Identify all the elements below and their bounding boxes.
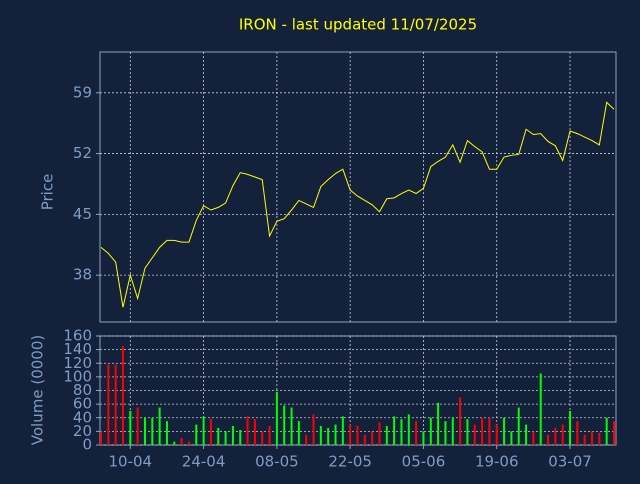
x-tick-label: 05-06 [402, 453, 446, 471]
volume-bar [173, 441, 176, 445]
volume-bar [297, 421, 300, 445]
volume-bar [598, 432, 601, 445]
x-tick-label: 08-05 [255, 453, 299, 471]
volume-bar [143, 417, 146, 445]
volume-bar [180, 438, 183, 445]
volume-bar [422, 431, 425, 445]
volume-bar [305, 434, 308, 445]
volume-bar [283, 405, 286, 445]
volume-bar [459, 397, 462, 445]
volume-bar [290, 407, 293, 445]
volume-bar [437, 402, 440, 445]
chart-title: IRON - last updated 11/07/2025 [239, 16, 477, 34]
volume-bar [327, 427, 330, 445]
y-tick-label: 80 [73, 381, 92, 399]
volume-bar [576, 421, 579, 445]
volume-bar [393, 416, 396, 445]
volume-bar [569, 410, 572, 445]
volume-bar [349, 424, 352, 445]
volume-bar [415, 421, 418, 445]
volume-bar [605, 417, 608, 445]
volume-bar [217, 427, 220, 445]
volume-bar [187, 441, 190, 445]
x-tick-label: 24-04 [182, 453, 226, 471]
volume-bar [312, 414, 315, 445]
volume-bar [495, 424, 498, 445]
y-axis-label: Price [39, 174, 57, 211]
y-tick-label: 120 [63, 354, 92, 372]
volume-bar [525, 424, 528, 445]
volume-bar [473, 424, 476, 445]
volume-bar [129, 410, 132, 445]
volume-bar [363, 434, 366, 445]
volume-bar [165, 421, 168, 445]
y-tick-label: 45 [73, 205, 92, 223]
volume-bar [517, 407, 520, 445]
volume-bar [613, 421, 615, 445]
volume-bar [341, 416, 344, 445]
volume-bar [275, 391, 278, 445]
y-tick-label: 160 [63, 327, 92, 345]
y-tick-label: 40 [73, 408, 92, 426]
volume-bar [583, 434, 586, 445]
volume-bar [378, 422, 381, 445]
volume-bar [100, 431, 102, 445]
volume-bar [121, 346, 124, 445]
volume-bar [268, 425, 271, 445]
volume-bar [591, 431, 594, 445]
volume-bar [407, 414, 410, 445]
y-tick-label: 60 [73, 395, 92, 413]
volume-bar [400, 419, 403, 445]
y-tick-label: 140 [63, 340, 92, 358]
volume-bar [451, 417, 454, 445]
y-tick-label: 59 [73, 83, 92, 101]
volume-bar [466, 419, 469, 445]
y-tick-label: 0 [82, 436, 92, 454]
volume-bar [239, 430, 242, 445]
y-axis-label: Volume (0000) [29, 335, 47, 445]
volume-bar [195, 424, 198, 445]
volume-bar [209, 419, 212, 445]
volume-bar [429, 417, 432, 445]
volume-bar [488, 417, 491, 445]
volume-bar [319, 425, 322, 445]
volume-bar [554, 427, 557, 445]
volume-bar [253, 419, 256, 445]
volume-bar [246, 416, 249, 445]
x-tick-label: 03-07 [548, 453, 592, 471]
price-line [100, 101, 615, 308]
volume-bar [444, 421, 447, 445]
volume-bar [231, 425, 234, 445]
volume-bar [224, 431, 227, 445]
y-tick-label: 52 [73, 144, 92, 162]
volume-bar [371, 431, 374, 445]
volume-bar [356, 425, 359, 445]
volume-bar [202, 416, 205, 445]
volume-bar [114, 364, 117, 445]
volume-bar [532, 431, 535, 445]
y-tick-label: 38 [73, 266, 92, 284]
price-plot-frame [99, 51, 617, 323]
y-tick-label: 20 [73, 422, 92, 440]
volume-bar [385, 425, 388, 445]
volume-bar [510, 431, 513, 445]
volume-bar [334, 424, 337, 445]
volume-bar [503, 417, 506, 445]
volume-bar [261, 431, 264, 445]
x-tick-label: 22-05 [328, 453, 372, 471]
volume-bar [107, 364, 110, 445]
volume-bar [539, 373, 542, 445]
volume-bar [547, 434, 550, 445]
volume-bar [561, 424, 564, 445]
x-tick-label: 19-06 [475, 453, 519, 471]
volume-bar [158, 407, 161, 445]
volume-bar [151, 417, 154, 445]
y-tick-label: 100 [63, 367, 92, 385]
volume-bar [136, 407, 139, 445]
volume-bar [481, 417, 484, 445]
x-tick-label: 10-04 [109, 453, 153, 471]
